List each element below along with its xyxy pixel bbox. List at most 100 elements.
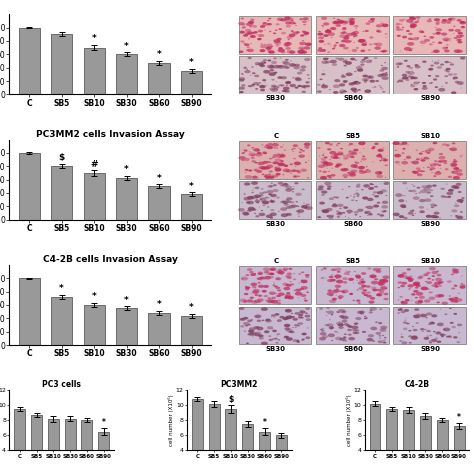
Circle shape xyxy=(244,193,246,195)
Circle shape xyxy=(438,42,442,44)
Circle shape xyxy=(461,156,462,157)
Circle shape xyxy=(275,29,277,31)
Circle shape xyxy=(294,324,299,327)
Circle shape xyxy=(377,149,383,152)
Circle shape xyxy=(271,46,273,47)
Circle shape xyxy=(335,284,341,288)
Circle shape xyxy=(453,167,459,170)
Circle shape xyxy=(282,90,286,92)
Circle shape xyxy=(321,25,324,26)
Circle shape xyxy=(239,79,244,82)
Circle shape xyxy=(336,197,339,199)
Circle shape xyxy=(440,188,445,190)
Circle shape xyxy=(438,332,440,333)
Circle shape xyxy=(301,91,306,93)
Circle shape xyxy=(406,276,411,280)
Circle shape xyxy=(247,46,249,48)
Circle shape xyxy=(379,309,382,310)
Circle shape xyxy=(262,204,265,206)
Circle shape xyxy=(453,78,455,80)
Circle shape xyxy=(245,325,248,327)
Circle shape xyxy=(410,84,413,85)
Bar xyxy=(239,16,311,54)
Circle shape xyxy=(246,68,248,70)
Circle shape xyxy=(292,64,295,66)
Circle shape xyxy=(264,295,268,297)
Circle shape xyxy=(398,274,404,277)
Circle shape xyxy=(440,334,445,336)
Circle shape xyxy=(379,171,382,173)
Circle shape xyxy=(367,215,369,216)
Circle shape xyxy=(448,18,452,20)
Circle shape xyxy=(349,143,353,145)
Circle shape xyxy=(251,66,254,68)
Circle shape xyxy=(350,170,357,173)
Circle shape xyxy=(323,161,328,164)
Circle shape xyxy=(258,285,264,288)
Circle shape xyxy=(354,322,358,325)
Circle shape xyxy=(373,191,377,193)
Circle shape xyxy=(383,210,387,212)
Circle shape xyxy=(361,281,366,283)
Circle shape xyxy=(247,145,250,146)
Text: *: * xyxy=(124,42,129,51)
Circle shape xyxy=(420,170,424,172)
Circle shape xyxy=(301,333,307,336)
Circle shape xyxy=(258,30,263,33)
Circle shape xyxy=(266,215,273,218)
Circle shape xyxy=(340,148,343,149)
Circle shape xyxy=(265,177,270,179)
Circle shape xyxy=(321,17,327,20)
Circle shape xyxy=(345,59,347,61)
Circle shape xyxy=(344,82,346,83)
Circle shape xyxy=(439,218,441,219)
Circle shape xyxy=(345,216,346,217)
Circle shape xyxy=(253,82,259,85)
Circle shape xyxy=(381,157,387,161)
Circle shape xyxy=(336,321,343,325)
Circle shape xyxy=(371,286,377,290)
Circle shape xyxy=(359,39,366,43)
Circle shape xyxy=(290,283,294,285)
Circle shape xyxy=(444,313,447,315)
Circle shape xyxy=(413,77,418,79)
Circle shape xyxy=(240,325,245,328)
Circle shape xyxy=(442,160,447,163)
Circle shape xyxy=(419,153,423,155)
Circle shape xyxy=(339,337,346,341)
Circle shape xyxy=(284,17,292,20)
Circle shape xyxy=(341,75,346,78)
Circle shape xyxy=(339,20,344,23)
Circle shape xyxy=(327,185,332,188)
Circle shape xyxy=(438,161,442,162)
Circle shape xyxy=(407,71,415,75)
Circle shape xyxy=(268,339,273,341)
Circle shape xyxy=(376,30,380,32)
Circle shape xyxy=(265,319,272,323)
Circle shape xyxy=(295,292,302,295)
Circle shape xyxy=(410,24,417,27)
Circle shape xyxy=(429,267,436,271)
Text: SB30: SB30 xyxy=(266,95,286,101)
Circle shape xyxy=(401,161,408,164)
Circle shape xyxy=(402,182,407,184)
Circle shape xyxy=(248,169,252,172)
Circle shape xyxy=(253,33,255,34)
Circle shape xyxy=(343,155,346,156)
Circle shape xyxy=(280,65,284,67)
Circle shape xyxy=(284,297,286,298)
Circle shape xyxy=(342,168,349,172)
Circle shape xyxy=(281,76,287,79)
Circle shape xyxy=(320,160,328,164)
Circle shape xyxy=(438,164,441,166)
Circle shape xyxy=(302,20,307,23)
Text: SB90: SB90 xyxy=(420,220,441,227)
Circle shape xyxy=(284,42,292,46)
Bar xyxy=(18,278,40,345)
Circle shape xyxy=(431,206,434,208)
Circle shape xyxy=(247,57,252,59)
Circle shape xyxy=(345,40,351,43)
Circle shape xyxy=(400,29,404,30)
Circle shape xyxy=(246,213,250,215)
Circle shape xyxy=(408,190,412,192)
